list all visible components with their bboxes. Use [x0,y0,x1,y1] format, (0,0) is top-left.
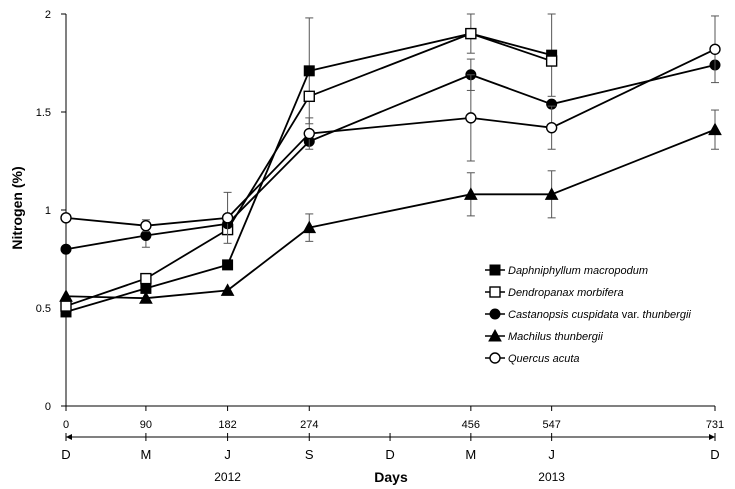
month-axis-right-arrow [709,434,715,440]
data-point-triangle-filled [59,289,73,302]
y-tick-label: 0.5 [36,303,51,315]
x-tick-label: 274 [300,419,318,431]
data-point-square-filled [489,264,501,276]
y-tick-label: 1.5 [36,107,51,119]
month-label: D [61,447,70,462]
month-axis-left-arrow [66,434,72,440]
month-label: D [710,447,719,462]
year-label: 2012 [214,470,241,484]
month-label: J [224,447,231,462]
series-4 [60,15,721,244]
data-point-circle-open [489,352,501,364]
x-axis-label: Days [374,469,408,485]
data-point-triangle-filled [544,187,559,200]
data-point-triangle-filled [488,328,502,342]
data-point-square-open [140,272,152,285]
series-0 [60,13,558,318]
data-point-square-open [60,300,72,312]
data-point-square-open [303,90,315,103]
legend-label: Quercus acuta [508,353,580,365]
data-point-circle-open [221,212,234,224]
legend-label: Machilus thunbergii [508,331,603,343]
legend-label-part: Castanopsis cuspidata [508,309,622,321]
data-point-triangle-filled [139,291,153,304]
legend-entry: Daphniphyllum macropodum [485,264,648,277]
series-layer [59,13,722,318]
data-point-square-filled [222,259,234,271]
data-point-triangle-filled [464,187,478,200]
x-tick-label: 456 [462,419,480,431]
series-line [65,32,552,313]
legend-label-part: var. [622,309,640,321]
x-tick-label: 547 [542,419,560,431]
data-point-circle-open [709,43,721,55]
month-label: J [548,447,555,462]
series-3 [59,109,722,304]
legend-label: Castanopsis cuspidata var. thunbergii [508,309,691,321]
x-tick-label: 0 [63,419,69,431]
legend: Daphniphyllum macropodum Dendropanax morb… [485,264,691,365]
data-point-circle-open [545,121,558,134]
month-label: S [305,447,314,462]
legend-label: Daphniphyllum macropodum [508,265,648,277]
month-label: D [385,447,394,462]
x-tick-label: 731 [706,419,724,431]
data-point-square-open [489,286,501,298]
y-tick-label: 1 [45,205,51,217]
data-point-circle-filled [60,243,72,255]
data-point-square-filled [303,65,315,77]
month-label: M [140,447,151,462]
legend-entry: Machilus thunbergii [485,328,603,343]
legend-entry: Quercus acuta [485,352,580,365]
data-point-circle-open [303,127,315,140]
data-point-square-open [465,27,477,40]
axes: 0 0.5 1 1.5 2 0 90 182 274 456 547 731 D M J S D M J D 2012 2… [36,9,724,484]
y-tick-label: 0 [45,401,51,413]
data-point-triangle-filled [302,220,317,234]
legend-entry: Dendropanax morbifera [485,286,624,299]
month-label: M [465,447,476,462]
data-point-square-open [545,55,558,67]
legend-entry: Castanopsis cuspidata var. thunbergii [485,308,691,321]
data-point-triangle-filled [220,283,235,296]
legend-label: Dendropanax morbifera [508,287,624,299]
data-point-circle-open [140,219,152,232]
x-tick-label: 90 [140,419,152,431]
x-tick-label: 182 [218,419,236,431]
data-point-circle-open [465,112,477,124]
legend-label-part: thunbergii [639,309,691,321]
year-label: 2013 [538,470,565,484]
series-line [65,32,552,307]
data-point-circle-filled [489,308,501,320]
series-line [65,64,716,251]
data-point-triangle-filled [708,122,722,136]
y-axis-label: Nitrogen (%) [9,166,25,249]
series-line [65,48,716,227]
y-tick-label: 2 [45,9,51,21]
data-point-circle-open [60,212,72,224]
